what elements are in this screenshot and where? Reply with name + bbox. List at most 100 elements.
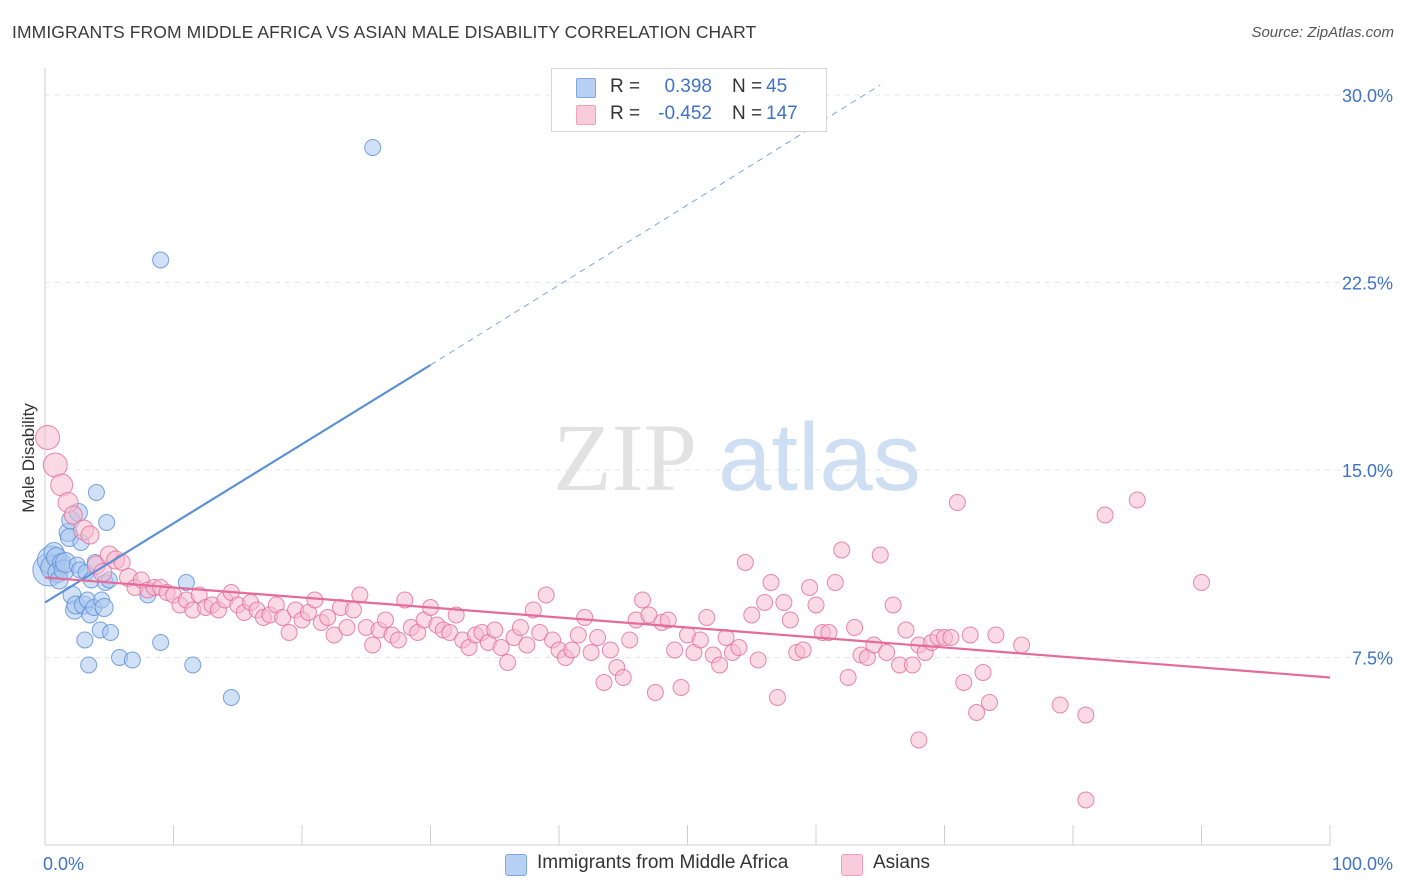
watermark: ZIP atlas: [553, 404, 921, 511]
data-point: [1096, 506, 1114, 524]
data-point: [364, 636, 382, 654]
legend-r-label: R =: [610, 76, 641, 97]
chart-source: Source: ZipAtlas.com: [1251, 24, 1394, 41]
data-point: [711, 656, 729, 674]
data-point: [338, 619, 356, 636]
data-point: [646, 684, 664, 701]
data-point: [447, 606, 465, 624]
data-point: [364, 139, 382, 156]
data-point: [595, 674, 613, 691]
data-point: [743, 606, 761, 624]
data-point: [781, 611, 799, 629]
data-point: [768, 689, 786, 706]
data-point: [955, 674, 973, 691]
data-point: [152, 251, 170, 269]
data-point: [640, 606, 658, 624]
data-point: [1013, 636, 1031, 654]
data-point: [94, 598, 114, 617]
legend-n-label: N =: [732, 103, 763, 124]
data-point: [499, 654, 517, 671]
data-point: [634, 591, 652, 609]
data-point: [698, 609, 716, 626]
trend-line-middle-africa: [44, 364, 432, 604]
data-point: [344, 601, 362, 619]
data-point: [492, 639, 510, 656]
data-point: [396, 591, 414, 609]
legend-r-label: R =: [610, 103, 641, 124]
data-point: [942, 629, 960, 646]
axes: [44, 68, 1331, 846]
data-point: [749, 651, 767, 669]
data-point: [807, 596, 825, 614]
data-point: [222, 689, 240, 706]
data-point: [903, 656, 921, 674]
data-point: [441, 624, 459, 641]
data-point: [730, 639, 748, 656]
data-point: [666, 641, 684, 659]
data-point: [614, 669, 632, 686]
data-point: [1128, 491, 1146, 509]
data-point: [123, 651, 141, 669]
legend-n-label: N =: [732, 76, 763, 97]
data-point: [511, 619, 529, 636]
data-point: [87, 484, 105, 501]
data-point: [274, 609, 292, 626]
y-tick-label: 30.0%: [1342, 86, 1393, 106]
legend-row-middle-africa: R = 0.398 N = 45: [552, 74, 826, 100]
trend-line-asians: [44, 576, 1331, 679]
data-point: [389, 631, 407, 649]
data-point: [794, 641, 812, 659]
data-point: [968, 704, 986, 721]
data-point: [846, 619, 864, 636]
x-tick-label: 0.0%: [43, 854, 84, 874]
data-point: [871, 546, 889, 564]
data-point: [974, 664, 992, 681]
data-point: [152, 634, 170, 651]
data-point: [987, 626, 1005, 644]
bottom-legend-swatch-blue: [505, 854, 527, 876]
data-point: [63, 505, 83, 525]
data-point: [569, 626, 587, 644]
x-tick-label: 100.0%: [1332, 854, 1393, 874]
data-point: [826, 574, 844, 591]
data-point: [524, 601, 542, 619]
data-point: [621, 631, 639, 649]
legend: R = 0.398 N = 45 R = -0.452 N = 147: [551, 68, 827, 132]
legend-swatch-pink: [576, 105, 596, 125]
data-point: [280, 624, 298, 641]
data-point: [177, 574, 195, 591]
watermark-zip: ZIP: [553, 404, 697, 511]
data-point: [691, 631, 709, 649]
grid-lines: [45, 94, 1392, 658]
data-point: [961, 626, 979, 644]
data-point: [980, 694, 998, 711]
data-point: [582, 644, 600, 661]
data-point: [589, 629, 607, 646]
data-point: [736, 554, 754, 571]
data-point: [801, 579, 819, 596]
y-axis-label: Male Disability: [19, 403, 38, 513]
data-point: [325, 626, 343, 644]
legend-swatch-blue: [576, 78, 596, 98]
tick-labels: 7.5% 15.0% 22.5% 30.0% 0.0% 100.0%: [43, 86, 1393, 874]
data-point: [659, 611, 677, 629]
bottom-legend-label: Immigrants from Middle Africa: [537, 852, 789, 873]
legend-r-value: -0.452: [658, 103, 712, 124]
y-tick-label: 22.5%: [1342, 274, 1393, 294]
data-point: [910, 731, 928, 749]
data-point: [80, 525, 100, 545]
data-point: [184, 656, 202, 674]
chart-title: IMMIGRANTS FROM MIDDLE AFRICA VS ASIAN M…: [12, 22, 757, 42]
watermark-atlas: atlas: [718, 404, 921, 511]
data-point: [1051, 696, 1069, 714]
legend-n-value: 147: [766, 103, 798, 124]
data-point: [76, 631, 94, 649]
series-asians: [35, 425, 1210, 809]
data-point: [839, 669, 857, 686]
data-point: [833, 541, 851, 559]
data-point: [897, 621, 915, 639]
legend-n-value: 45: [766, 76, 788, 97]
data-point: [878, 644, 896, 661]
data-point: [762, 574, 780, 591]
data-point: [672, 679, 690, 696]
